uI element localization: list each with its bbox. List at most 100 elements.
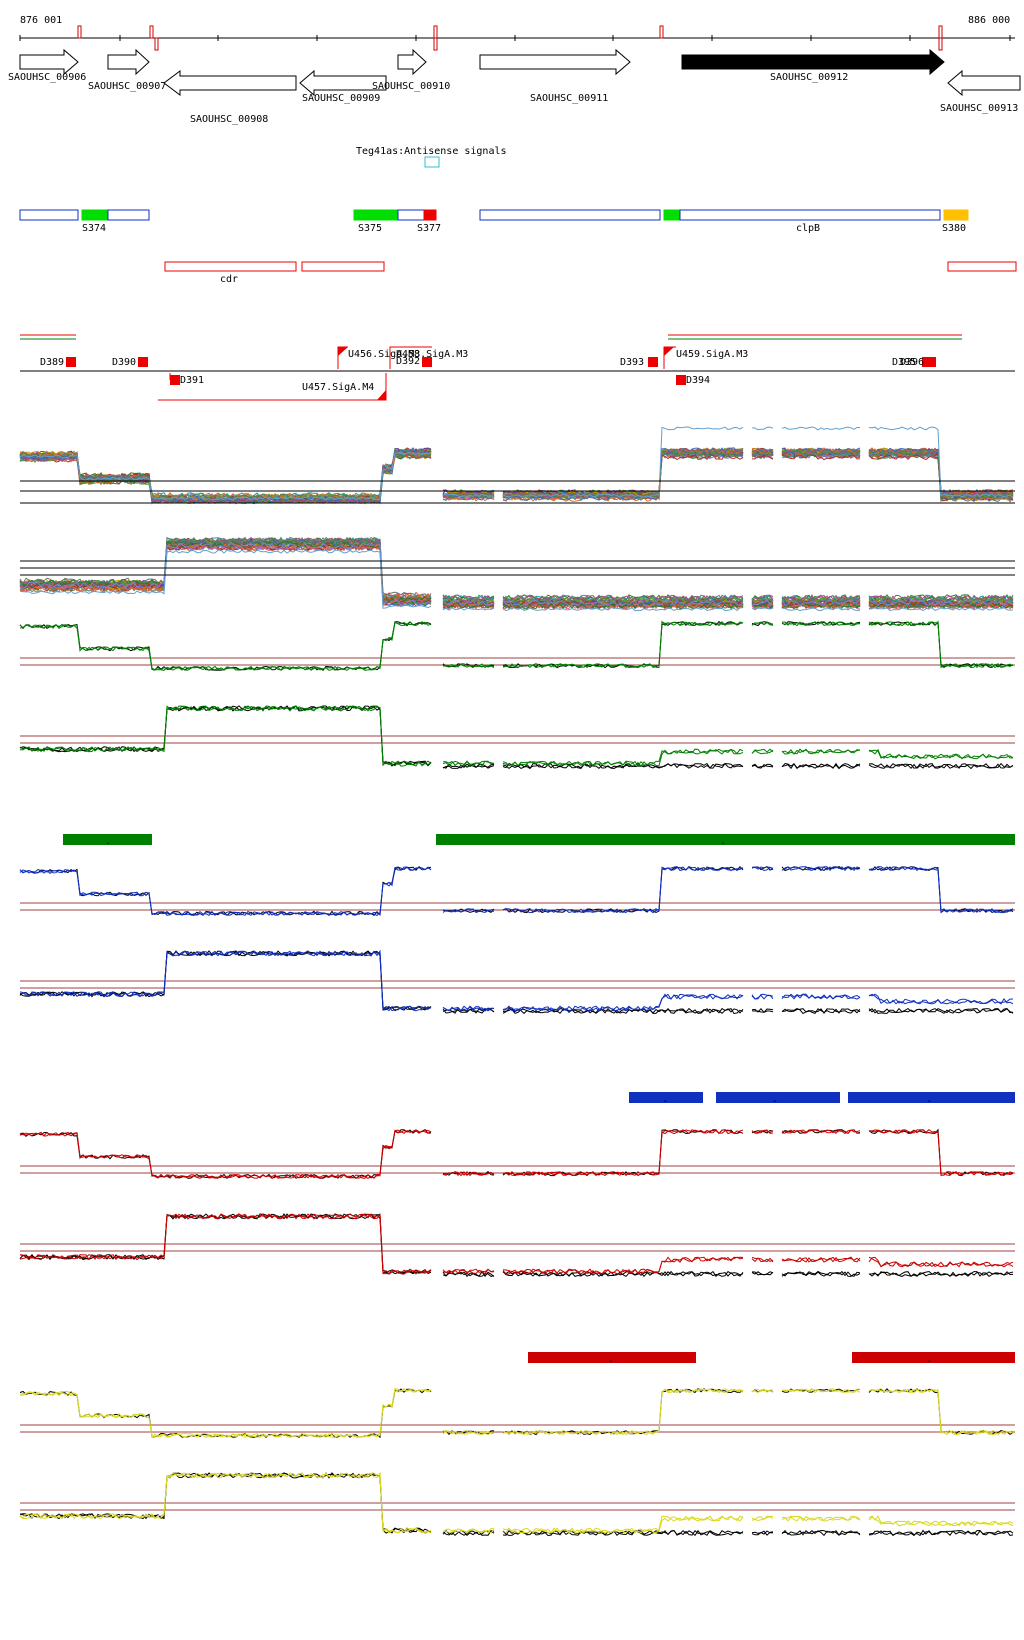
section-red: -- (19, 1128, 1015, 1367)
section-green: -- (19, 620, 1015, 849)
gene-saouhsc-00907[interactable]: SAOUHSC_00907 (88, 48, 166, 92)
section-yellow (19, 1387, 1015, 1537)
forward-signal-color (19, 1129, 1014, 1180)
region-bar-red[interactable] (852, 1352, 1015, 1363)
forward-signal-black (19, 865, 1014, 917)
reverse-signal-black (19, 950, 1014, 1015)
ruler-end-label: 886 000 (968, 15, 1010, 26)
forward-signal-color (19, 865, 1014, 917)
segment-label: clpB (796, 223, 820, 234)
expression-multitrack-reverse (19, 536, 1015, 612)
segment-label: S380 (942, 223, 966, 234)
element-label: D393 (620, 357, 644, 368)
reverse-signal-black (19, 705, 1014, 770)
antisense-signal[interactable]: Teg41as:Antisense signals (356, 146, 507, 168)
gene-saouhsc-00912[interactable]: SAOUHSC_00912 (681, 48, 945, 83)
region-bar-blue[interactable] (716, 1092, 840, 1103)
condition-sections: - -- - -- - (19, 620, 1015, 1537)
forward-signal-black (19, 1387, 1014, 1439)
multitrack-line (19, 549, 1014, 612)
gene-saouhsc-00906[interactable]: SAOUHSC_00906 (8, 48, 86, 83)
reverse-signal-black (19, 1472, 1014, 1537)
strand-minus-label: - (662, 1096, 668, 1107)
forward-signal-color (19, 620, 1014, 671)
reverse-signal-color (19, 705, 1014, 767)
svg-text:SAOUHSC_00908: SAOUHSC_00908 (190, 114, 268, 125)
element-label: U457.SigA.M4 (302, 382, 374, 393)
strand-minus-label: - (926, 1096, 932, 1107)
reverse-signal-black (19, 950, 1014, 1015)
region-bar-blue[interactable] (848, 1092, 1015, 1103)
element-label: U458.SigA.M3 (396, 349, 468, 360)
element-label: U459.SigA.M3 (676, 349, 748, 360)
reverse-signal-color (19, 1213, 1014, 1275)
svg-text:SAOUHSC_00911: SAOUHSC_00911 (530, 93, 608, 104)
ruler-start-label: 876 001 (20, 15, 62, 26)
cdr-track: cdr (164, 261, 1017, 285)
svg-text:SAOUHSC_00906: SAOUHSC_00906 (8, 72, 86, 83)
forward-signal-black (19, 1128, 1014, 1180)
svg-text:SAOUHSC_00912: SAOUHSC_00912 (770, 72, 848, 83)
element-label: D391 (180, 375, 204, 386)
reverse-signal-black (19, 705, 1014, 770)
ruler: 876 001 886 000 (19, 15, 1015, 51)
forward-signal-color (19, 1128, 1014, 1179)
segment-label: S374 (82, 223, 106, 234)
svg-text:SAOUHSC_00909: SAOUHSC_00909 (302, 93, 380, 104)
element-label: D392 (396, 356, 420, 367)
forward-signal-color (19, 620, 1014, 672)
strand-minus-label: - (926, 1356, 932, 1367)
multitrack-line (19, 540, 1014, 605)
segment-label: S375 (358, 223, 382, 234)
element-label: D395 (892, 357, 916, 368)
forward-signal-black (19, 620, 1014, 671)
svg-text:Teg41as:Antisense signals: Teg41as:Antisense signals (356, 146, 507, 157)
multitrack-line (19, 426, 1014, 501)
svg-text:SAOUHSC_00907: SAOUHSC_00907 (88, 81, 166, 92)
segment-label: S377 (417, 223, 441, 234)
reverse-signal-color (19, 1472, 1014, 1534)
segment-track: S374 S375 S377 clpB S380 (19, 209, 969, 234)
forward-signal-color (19, 1387, 1014, 1438)
region-bar-green[interactable] (63, 834, 152, 845)
multitrack-line (19, 448, 1014, 502)
section-blue: --- (19, 865, 1015, 1107)
gene-saouhsc-00911[interactable]: SAOUHSC_00911 (479, 48, 631, 104)
reverse-signal-black (19, 1213, 1014, 1278)
gene-saouhsc-00913[interactable]: SAOUHSC_00913 (940, 69, 1021, 114)
strand-minus-label: - (608, 1356, 614, 1367)
reverse-signal-black (19, 1472, 1014, 1537)
cdr-label: cdr (220, 274, 238, 285)
forward-signal-color (19, 866, 1014, 916)
multitrack-line (19, 539, 1014, 606)
multitrack-line (19, 540, 1014, 604)
gene-track: SAOUHSC_00906 SAOUHSC_00907 SAOUHSC_0090… (8, 48, 1021, 125)
element-label: D390 (112, 357, 136, 368)
multitrack-line (19, 542, 1014, 607)
gene-saouhsc-00910[interactable]: SAOUHSC_00910 (372, 48, 450, 92)
reverse-signal-color (19, 950, 1014, 1012)
strand-minus-label: - (105, 838, 111, 849)
multitrack-line (20, 447, 1014, 504)
element-label: D396 (900, 357, 924, 368)
region-bar-green[interactable] (436, 834, 1015, 845)
element-track: D389 D390 D391 U456.SigA.M3 U458.SigA.M3… (20, 334, 1015, 401)
svg-text:SAOUHSC_00910: SAOUHSC_00910 (372, 81, 450, 92)
region-bar-blue[interactable] (629, 1092, 703, 1103)
svg-text:SAOUHSC_00913: SAOUHSC_00913 (940, 103, 1018, 114)
region-bar-red[interactable] (528, 1352, 696, 1363)
strand-minus-label: - (772, 1096, 778, 1107)
gene-saouhsc-00908[interactable]: SAOUHSC_00908 (163, 70, 297, 125)
reverse-signal-color (19, 1471, 1014, 1534)
forward-signal-color (19, 1388, 1014, 1439)
expression-multitrack-forward (19, 426, 1015, 505)
element-label: U456.SigA.M3 (348, 349, 420, 360)
strand-minus-label: - (720, 838, 726, 849)
element-label: D394 (686, 375, 710, 386)
element-label: D389 (40, 357, 64, 368)
gene-saouhsc-00909[interactable]: SAOUHSC_00909 (299, 69, 387, 104)
reverse-signal-black (19, 1213, 1014, 1278)
multitrack-line (19, 447, 1014, 505)
multitrack-line (19, 542, 1014, 603)
